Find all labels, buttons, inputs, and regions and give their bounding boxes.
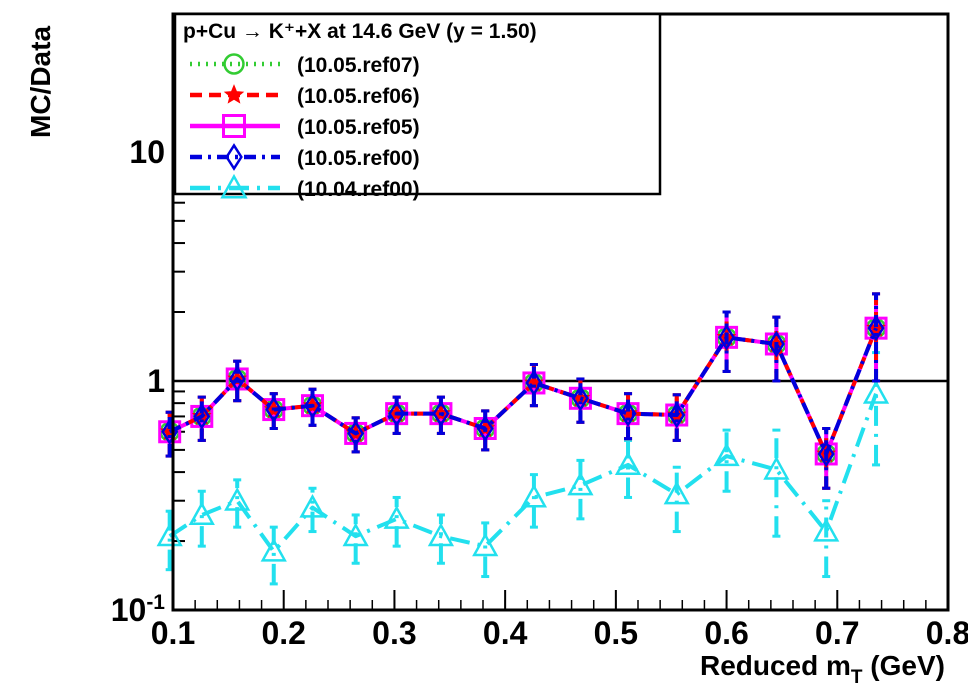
legend-label: (10.05.ref05) bbox=[297, 116, 420, 139]
x-tick-label: 0.3 bbox=[372, 615, 416, 651]
y-tick-label: 10-1 bbox=[111, 591, 166, 628]
point-marker bbox=[813, 517, 840, 542]
axes-layer: 0.1 0.2 0.3 0.4 0.5 0.6 0.7 0.8 10-1 1 10 bbox=[111, 13, 968, 651]
legend-label: (10.05.ref00) bbox=[297, 147, 420, 170]
point-marker bbox=[525, 369, 543, 397]
point-marker bbox=[388, 400, 406, 427]
point-marker bbox=[260, 537, 287, 562]
legend: p+Cu → K⁺+X at 14.6 GeV (y = 1.50) (10.05… bbox=[173, 12, 662, 201]
x-axis-title-unit: (GeV) bbox=[863, 650, 945, 681]
legend-entry: (10.05.ref00) bbox=[190, 143, 420, 171]
point-marker bbox=[867, 314, 885, 342]
x-tick-label: 0.7 bbox=[815, 615, 859, 651]
point-marker bbox=[156, 522, 183, 547]
series-4 bbox=[161, 292, 885, 490]
point-marker bbox=[862, 380, 890, 404]
point-marker bbox=[668, 401, 686, 429]
point-marker bbox=[223, 84, 245, 104]
legend-entry: (10.05.ref06) bbox=[190, 84, 420, 108]
point-marker bbox=[342, 522, 369, 547]
series-line bbox=[168, 393, 878, 554]
point-marker bbox=[571, 384, 589, 412]
point-marker bbox=[472, 532, 499, 557]
point-marker bbox=[304, 392, 321, 419]
y-tick-label: 10 bbox=[129, 134, 165, 170]
legend-label: (10.05.ref07) bbox=[297, 54, 420, 77]
point-marker bbox=[713, 442, 740, 467]
point-marker bbox=[193, 403, 211, 430]
series-layer bbox=[156, 292, 890, 586]
legend-box bbox=[173, 12, 662, 196]
point-marker bbox=[520, 483, 548, 508]
point-marker bbox=[567, 471, 594, 496]
legend-entry: (10.04.ref00) bbox=[190, 173, 420, 201]
point-marker bbox=[222, 114, 246, 138]
x-tick-label: 0.1 bbox=[151, 615, 195, 651]
point-marker bbox=[265, 396, 283, 423]
legend-header: p+Cu → K⁺+X at 14.6 GeV (y = 1.50) bbox=[183, 20, 537, 43]
x-tick-label: 0.8 bbox=[926, 615, 968, 651]
series-5 bbox=[156, 351, 890, 586]
point-marker bbox=[767, 330, 785, 358]
point-marker bbox=[223, 53, 245, 75]
point-marker bbox=[347, 420, 365, 447]
point-marker bbox=[225, 143, 243, 171]
point-marker bbox=[299, 494, 326, 518]
point-marker bbox=[432, 400, 450, 427]
point-marker bbox=[817, 440, 835, 468]
point-marker bbox=[614, 451, 642, 475]
legend-entry: (10.05.ref05) bbox=[190, 114, 420, 139]
point-marker bbox=[619, 400, 637, 427]
point-marker bbox=[383, 505, 410, 529]
y-axis-title: MC/Data bbox=[25, 26, 56, 138]
point-marker bbox=[663, 480, 690, 505]
point-marker bbox=[228, 365, 246, 393]
point-marker bbox=[188, 501, 215, 526]
x-tick-label: 0.6 bbox=[704, 615, 748, 651]
x-tick-label: 0.2 bbox=[261, 615, 305, 651]
legend-entry: (10.05.ref07) bbox=[190, 53, 420, 77]
y-tick-label: 1 bbox=[147, 363, 165, 399]
x-axis-title-main: Reduced m bbox=[700, 650, 851, 681]
point-marker bbox=[476, 415, 494, 442]
legend-label: (10.05.ref06) bbox=[297, 85, 420, 108]
point-marker bbox=[224, 487, 251, 511]
point-marker bbox=[763, 456, 790, 480]
x-tick-label: 0.5 bbox=[594, 615, 638, 651]
series-line bbox=[168, 327, 878, 456]
legend-label: (10.04.ref00) bbox=[297, 178, 420, 201]
point-marker bbox=[220, 173, 248, 199]
x-axis-title-subscript: T bbox=[851, 667, 863, 685]
point-marker bbox=[427, 522, 455, 547]
x-axis-title: Reduced mT (GeV) bbox=[700, 650, 945, 685]
x-tick-label: 0.4 bbox=[483, 615, 528, 651]
point-marker bbox=[718, 324, 736, 351]
